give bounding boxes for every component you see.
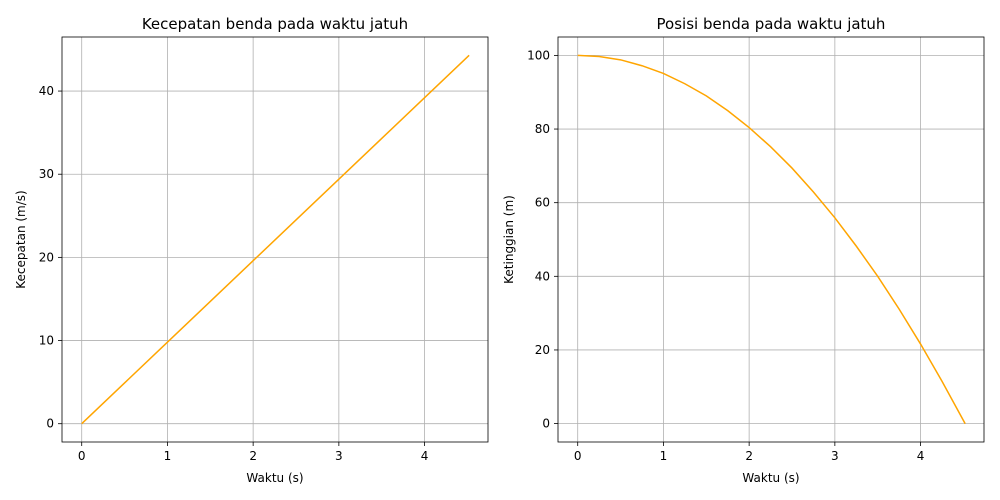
y-axis-label: Ketinggian (m) <box>502 195 516 284</box>
x-tick-label: 3 <box>335 449 343 463</box>
x-tick-label: 4 <box>421 449 429 463</box>
y-axis-label: Kecepatan (m/s) <box>14 190 28 288</box>
x-tick-label: 2 <box>745 449 753 463</box>
chart-position: Posisi benda pada waktu jatuh 0 1 2 3 402040… <box>502 15 985 485</box>
y-tick-label: 10 <box>39 334 54 348</box>
grid <box>558 37 984 442</box>
x-tick-label: 1 <box>164 449 172 463</box>
x-tick-label: 4 <box>917 449 925 463</box>
y-tick-label: 40 <box>535 269 550 283</box>
series <box>577 54 966 424</box>
series-line <box>577 54 966 424</box>
chart-title: Kecepatan benda pada waktu jatuh <box>142 15 408 33</box>
x-tick-label: 0 <box>574 449 582 463</box>
y-tick-label: 0 <box>46 417 54 431</box>
series <box>81 54 470 425</box>
chart-title: Posisi benda pada waktu jatuh <box>657 15 886 33</box>
y-tick-label: 40 <box>39 84 54 98</box>
grid <box>62 37 488 442</box>
chart-velocity: Kecepatan benda pada waktu jatuh 0 1 2 3 401… <box>14 15 489 485</box>
y-tick-label: 100 <box>527 48 550 62</box>
y-tick-label: 60 <box>535 196 550 210</box>
x-tick-label: 0 <box>78 449 86 463</box>
x-tick-label: 3 <box>831 449 839 463</box>
plot-frame <box>61 36 489 443</box>
y-tick-label: 20 <box>535 343 550 357</box>
x-tick-label: 1 <box>660 449 668 463</box>
series-line <box>81 54 470 425</box>
x-tick-label: 2 <box>249 449 257 463</box>
plot-frame <box>557 36 985 443</box>
x-axis-label: Waktu (s) <box>742 471 799 485</box>
y-tick-label: 0 <box>542 417 550 431</box>
y-tick-label: 30 <box>39 167 54 181</box>
y-tick-label: 80 <box>535 122 550 136</box>
y-tick-label: 20 <box>39 250 54 264</box>
x-axis-label: Waktu (s) <box>246 471 303 485</box>
